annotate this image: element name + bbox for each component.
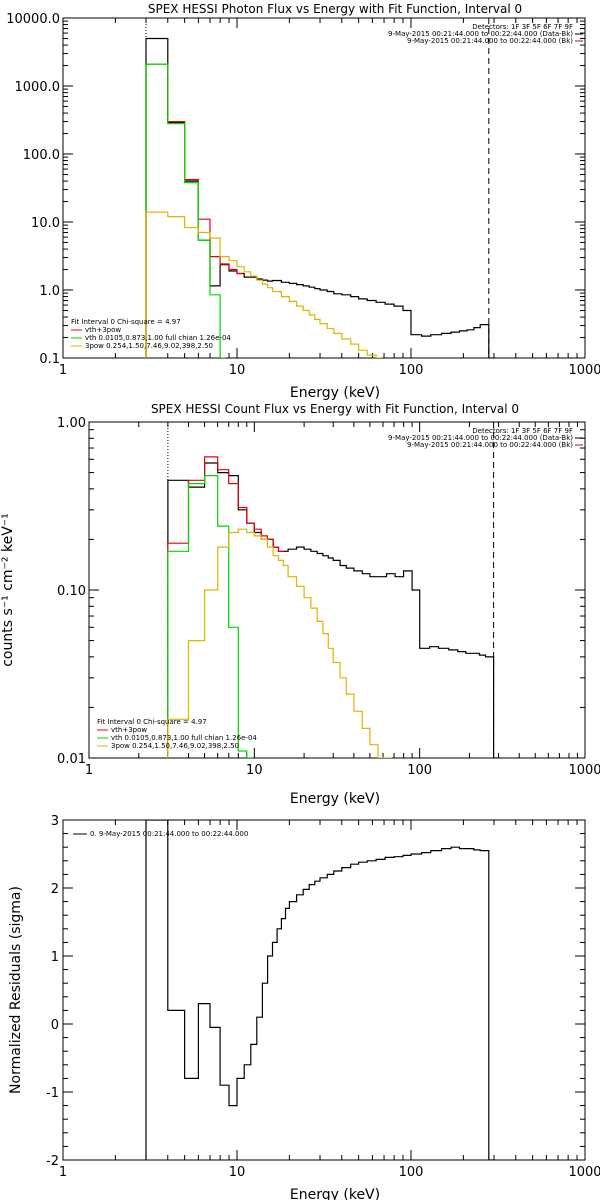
x-axis-label: Energy (keV) xyxy=(290,1187,380,1200)
x-tick-label: 100 xyxy=(399,1165,424,1180)
legend-top-right-text: Detectors: 1F 3F 5F 6F 7F 9F xyxy=(472,23,573,31)
x-axis-label: Energy (keV) xyxy=(290,791,380,807)
plot-frame xyxy=(62,17,586,359)
y-tick-label: 1.0 xyxy=(39,284,60,299)
legend-bottom-left-text: Fit Interval 0 Chi-square = 4.97 xyxy=(97,718,207,726)
y-tick-label: 1000.0 xyxy=(15,80,61,95)
chart-title: SPEX HESSI Count Flux vs Energy with Fit… xyxy=(151,402,519,416)
legend-bottom-left-text: vth+3pow xyxy=(85,326,121,334)
y-tick-label: 0.1 xyxy=(39,352,60,367)
thermal-fit-line xyxy=(145,63,226,358)
data-series-line xyxy=(145,820,495,1160)
y-tick-label: 3 xyxy=(51,814,59,829)
legend-top-right-text: 9-May-2015 00:21:44.000 to 00:22:44.000 … xyxy=(407,37,573,45)
x-axis-label: Energy (keV) xyxy=(290,385,380,401)
legend-top-right-text: Detectors: 1F 3F 5F 6F 7F 9F xyxy=(472,427,573,435)
total-fit-line xyxy=(145,63,243,358)
legend-bottom-left-text: vth+3pow xyxy=(111,726,147,734)
thermal-fit-line xyxy=(167,475,253,758)
legend-bottom-left-text: vth 0.0105,0.873,1.00 full chian 1.26e-0… xyxy=(111,734,257,742)
data-series-line xyxy=(145,37,495,358)
total-fit-line xyxy=(167,456,284,758)
count-flux-panel: SPEX HESSI Count Flux vs Energy with Fit… xyxy=(0,402,600,807)
legend-top-right-text: 9-May-2015 00:21:44.000 to 00:22:44.000 … xyxy=(388,434,573,442)
y-axis-label: Normalized Residuals (sigma) xyxy=(8,886,24,1094)
x-tick-label: 1000 xyxy=(568,363,600,378)
y-tick-label: 0 xyxy=(51,1018,59,1033)
x-tick-label: 1 xyxy=(59,1165,67,1180)
y-tick-label: 0.01 xyxy=(57,752,86,767)
y-tick-label: 1 xyxy=(51,950,59,965)
x-tick-label: 100 xyxy=(407,763,432,778)
legend-top-left-text: 0. 9-May-2015 00:21:44.000 to 00:22:44.0… xyxy=(90,830,248,838)
x-tick-label: 10 xyxy=(246,763,263,778)
legend-bottom-left-text: Fit Interval 0 Chi-square = 4.97 xyxy=(71,318,181,326)
x-tick-label: 1 xyxy=(85,763,93,778)
y-tick-label: 100.0 xyxy=(23,148,60,163)
x-tick-label: 100 xyxy=(399,363,424,378)
chart-title: SPEX HESSI Photon Flux vs Energy with Fi… xyxy=(148,2,522,16)
legend-bottom-left-text: vth 0.0105,0.873,1.00 full chian 1.26e-0… xyxy=(85,334,231,342)
x-tick-label: 1 xyxy=(59,363,67,378)
y-tick-label: 2 xyxy=(51,882,59,897)
y-tick-label: 0.10 xyxy=(57,584,86,599)
power-law-fit-line xyxy=(167,528,392,758)
residuals-panel: Energy (keV) Normalized Residuals (sigma… xyxy=(8,814,600,1200)
x-tick-label: 10 xyxy=(229,363,246,378)
x-tick-label: 1000 xyxy=(568,763,600,778)
legend-bottom-left-text: 3pow 0.254,1.50,7.46,9.02,398,2.50 xyxy=(111,742,239,750)
power-law-fit-line xyxy=(145,211,382,358)
x-tick-label: 10 xyxy=(229,1165,246,1180)
y-tick-label: 1.00 xyxy=(57,416,86,431)
x-tick-label: 1000 xyxy=(568,1165,600,1180)
y-tick-label: -1 xyxy=(46,1086,59,1101)
y-tick-label: 10000.0 xyxy=(6,12,60,27)
legend-top-right-text: 9-May-2015 00:21:44.000 to 00:22:44.000 … xyxy=(407,441,573,449)
legend-top-right-text: 9-May-2015 00:21:44.000 to 00:22:44.000 … xyxy=(388,30,573,38)
y-tick-label: -2 xyxy=(46,1154,59,1169)
y-axis-label: counts s⁻¹ cm⁻² keV⁻¹ xyxy=(0,513,16,667)
plot-frame xyxy=(88,421,586,759)
plot-frame xyxy=(62,819,586,1161)
legend-bottom-left-text: 3pow 0.254,1.50,7.46,9.02,398,2.50 xyxy=(85,342,213,350)
photon-flux-panel: SPEX HESSI Photon Flux vs Energy with Fi… xyxy=(6,2,600,401)
y-tick-label: 10.0 xyxy=(31,216,60,231)
